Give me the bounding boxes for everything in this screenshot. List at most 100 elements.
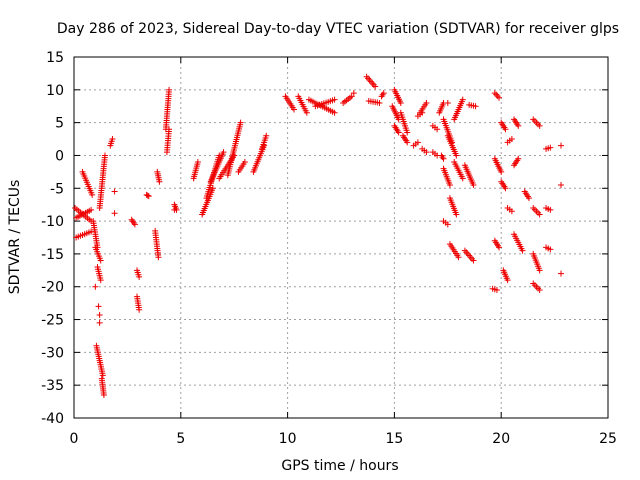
data-point bbox=[423, 99, 430, 106]
data-point bbox=[380, 90, 387, 97]
data-point bbox=[444, 99, 451, 106]
data-point bbox=[536, 211, 543, 218]
x-tick-label: 10 bbox=[279, 431, 297, 447]
data-point bbox=[136, 306, 143, 313]
y-tick-label: -35 bbox=[41, 378, 64, 394]
data-point bbox=[404, 139, 411, 146]
data-point bbox=[502, 185, 509, 192]
data-point bbox=[291, 106, 298, 113]
data-point bbox=[515, 155, 522, 162]
data-point bbox=[166, 126, 173, 133]
data-point bbox=[92, 283, 99, 290]
data-point bbox=[515, 122, 522, 129]
data-point bbox=[444, 221, 451, 228]
data-point bbox=[209, 185, 216, 192]
y-tick-label: -25 bbox=[41, 313, 64, 329]
data-point bbox=[237, 119, 244, 126]
data-point bbox=[459, 96, 466, 103]
data-point bbox=[423, 149, 430, 156]
data-point bbox=[220, 149, 227, 156]
x-tick-label: 15 bbox=[385, 431, 403, 447]
data-point bbox=[156, 178, 163, 185]
data-point bbox=[109, 136, 116, 143]
data-point bbox=[496, 94, 503, 101]
data-point bbox=[331, 96, 338, 103]
data-point bbox=[111, 188, 118, 195]
x-axis-label: GPS time / hours bbox=[281, 458, 398, 474]
y-tick-label: -30 bbox=[41, 345, 64, 361]
data-point bbox=[166, 86, 173, 93]
y-axis-label: SDTVAR / TECUs bbox=[7, 180, 23, 295]
data-point bbox=[171, 206, 178, 213]
data-point bbox=[88, 206, 95, 213]
data-point bbox=[525, 195, 532, 202]
data-point bbox=[547, 206, 554, 213]
data-point bbox=[502, 126, 509, 133]
data-point bbox=[96, 319, 103, 326]
data-point bbox=[136, 273, 143, 280]
data-point bbox=[455, 254, 462, 261]
data-point bbox=[397, 99, 404, 106]
data-point bbox=[470, 257, 477, 264]
x-tick-label: 20 bbox=[492, 431, 510, 447]
data-point bbox=[558, 181, 565, 188]
x-tick-labels: 0 5 10 15 20 25 bbox=[70, 431, 617, 447]
data-point bbox=[496, 244, 503, 251]
chart-title: Day 286 of 2023, Sidereal Day-to-day VTE… bbox=[57, 21, 619, 37]
data-point bbox=[194, 159, 201, 166]
data-point bbox=[111, 210, 118, 217]
data-point bbox=[376, 99, 383, 106]
y-tick-label: -20 bbox=[41, 280, 64, 296]
data-point bbox=[89, 191, 96, 198]
x-tick-label: 25 bbox=[599, 431, 617, 447]
data-point bbox=[446, 181, 453, 188]
y-tick-label: 10 bbox=[46, 83, 64, 99]
x-tick-label: 5 bbox=[176, 431, 185, 447]
data-point bbox=[453, 152, 460, 159]
data-point bbox=[434, 126, 441, 133]
data-point bbox=[145, 193, 152, 200]
data-point bbox=[155, 254, 162, 261]
data-point bbox=[348, 93, 355, 100]
data-point bbox=[263, 132, 270, 139]
data-point bbox=[404, 129, 411, 136]
data-point bbox=[493, 91, 500, 98]
x-tick-label: 0 bbox=[70, 431, 79, 447]
axis-ticks bbox=[73, 56, 609, 419]
data-point bbox=[494, 93, 501, 100]
data-point bbox=[100, 392, 107, 399]
data-point bbox=[459, 175, 466, 182]
data-point bbox=[558, 142, 565, 149]
data-point bbox=[536, 267, 543, 274]
data-point bbox=[498, 168, 505, 175]
data-points bbox=[72, 73, 565, 399]
data-point bbox=[558, 270, 565, 277]
y-tick-label: -5 bbox=[50, 181, 64, 197]
data-point bbox=[241, 159, 248, 166]
data-point bbox=[536, 287, 543, 294]
data-point bbox=[536, 122, 543, 129]
y-tick-label: 15 bbox=[46, 50, 64, 66]
data-point bbox=[97, 277, 104, 284]
data-point bbox=[414, 139, 421, 146]
data-point bbox=[453, 211, 460, 218]
data-point bbox=[144, 192, 151, 199]
data-point bbox=[101, 152, 108, 159]
data-point bbox=[395, 129, 402, 136]
y-tick-labels: 15 10 5 0 -5 -10 -15 -20 -25 -30 -35 -40 bbox=[41, 50, 64, 427]
data-point bbox=[472, 103, 479, 110]
data-point bbox=[95, 303, 102, 310]
data-point bbox=[350, 90, 357, 97]
data-point bbox=[508, 136, 515, 143]
data-point bbox=[331, 109, 338, 116]
data-point bbox=[372, 83, 379, 90]
data-point bbox=[547, 246, 554, 253]
data-point bbox=[99, 372, 106, 379]
data-point bbox=[547, 144, 554, 151]
y-tick-label: -40 bbox=[41, 411, 64, 427]
data-point bbox=[508, 208, 515, 215]
data-point bbox=[440, 155, 447, 162]
data-point bbox=[519, 247, 526, 254]
data-point bbox=[97, 257, 104, 264]
